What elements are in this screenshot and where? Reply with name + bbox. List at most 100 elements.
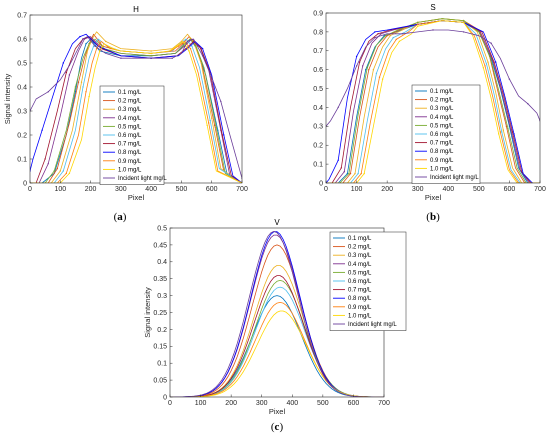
y-axis-label: Signal intensity	[3, 74, 12, 125]
series-point	[374, 36, 376, 39]
x-tick-label: 0	[168, 400, 172, 407]
legend-entry: 0.1 mg/L	[118, 90, 142, 96]
y-tick-label: 0.4	[313, 105, 323, 112]
series-point	[462, 31, 465, 33]
legend-entry: 0.2 mg/L	[348, 245, 372, 251]
x-tick-label: 200	[381, 186, 393, 193]
series-point	[487, 61, 489, 63]
series-point	[508, 78, 511, 80]
series-point	[74, 91, 77, 93]
series-point	[358, 61, 361, 63]
series-point	[462, 19, 465, 22]
series-point	[527, 103, 529, 105]
series-point	[381, 78, 384, 80]
legend-entry: Incident light mg/L	[118, 176, 167, 182]
legend-entry: 0.8 mg/L	[118, 150, 142, 156]
legend-entry: 0.7 mg/L	[430, 141, 454, 147]
legend-entry: 0.3 mg/L	[348, 253, 372, 259]
series-point	[495, 61, 497, 63]
legend-entry: 0.3 mg/L	[118, 107, 142, 113]
x-tick-label: 100	[195, 400, 207, 407]
series-point	[62, 62, 64, 64]
series-point	[62, 170, 64, 172]
series-point	[513, 133, 515, 135]
x-tick-label: 100	[351, 186, 363, 193]
legend-entry: 0.6 mg/L	[348, 279, 372, 285]
series-point	[47, 91, 49, 93]
series-point	[186, 40, 189, 43]
series-line-5	[30, 38, 242, 183]
x-tick-label: 600	[504, 186, 516, 193]
series-point	[355, 65, 358, 67]
y-tick-label: 0	[23, 180, 27, 187]
series-point	[384, 35, 387, 37]
series-point	[65, 71, 68, 74]
series-point	[82, 38, 84, 40]
y-tick-label: 0.7	[313, 48, 323, 55]
series-point	[221, 134, 223, 136]
series-point	[200, 47, 202, 50]
x-axis-label: Pixel	[269, 407, 286, 416]
x-tick-label: 600	[206, 186, 218, 193]
series-point	[68, 74, 71, 76]
series-point	[366, 67, 368, 69]
series-point	[220, 100, 222, 103]
y-tick-label: 0.7	[17, 12, 27, 19]
legend-entry: 0.7 mg/L	[118, 142, 142, 148]
series-point	[482, 67, 485, 69]
y-tick-label: 0.5	[157, 225, 167, 232]
y-tick-label: 0.45	[153, 242, 167, 249]
series-point	[417, 25, 419, 27]
series-line-10	[170, 310, 384, 397]
legend-entry: 0.4 mg/L	[430, 115, 454, 121]
series-point	[177, 45, 180, 47]
y-tick-label: 0.8	[313, 29, 323, 36]
x-tick-label: 700	[236, 186, 248, 193]
legend-entry: 0.2 mg/L	[430, 98, 454, 104]
series-point	[77, 81, 80, 83]
legend-entry: 0.8 mg/L	[348, 296, 372, 302]
series-point	[53, 170, 55, 172]
series-point	[507, 127, 509, 129]
series-point	[68, 172, 71, 175]
y-tick-label: 0.35	[153, 276, 167, 283]
series-point	[150, 52, 152, 55]
series-point	[94, 45, 96, 47]
series-point	[349, 172, 352, 175]
series-line-8	[30, 33, 242, 183]
series-point	[201, 47, 204, 50]
y-tick-label: 0.9	[313, 10, 323, 17]
series-point	[189, 47, 192, 50]
series-point	[185, 47, 187, 50]
series-point	[510, 129, 512, 131]
series-point	[195, 45, 197, 47]
series-point	[395, 38, 397, 41]
legend-entry: 0.1 mg/L	[430, 89, 454, 95]
y-axis-label: Signal intensity	[143, 287, 152, 338]
y-tick-label: 0.2	[313, 143, 323, 150]
series-point	[392, 36, 394, 39]
x-tick-label: 200	[85, 186, 97, 193]
legend-entry: 0.7 mg/L	[348, 288, 372, 294]
y-tick-label: 0.3	[17, 108, 27, 115]
series-point	[180, 40, 183, 43]
series-point	[337, 159, 339, 161]
y-tick-label: 0.05	[153, 378, 167, 385]
series-point	[340, 167, 342, 169]
y-tick-label: 0.25	[153, 310, 167, 317]
x-tick-label: 0	[324, 186, 328, 193]
series-point	[383, 35, 385, 37]
series-point	[109, 47, 112, 50]
y-tick-label: 0.6	[313, 67, 323, 74]
series-point	[188, 50, 190, 52]
x-axis-label: Pixel	[425, 193, 442, 202]
series-point	[182, 45, 184, 47]
series-point	[343, 171, 345, 173]
chart-title: H	[133, 5, 139, 14]
series-point	[88, 43, 90, 45]
y-tick-label: 0.5	[17, 60, 27, 67]
series-point	[337, 106, 339, 109]
series-point	[372, 69, 375, 71]
legend: 0.1 mg/L 0.2 mg/L 0.3 mg/L 0.4 mg/L 0.5 mg/L…	[329, 231, 407, 331]
series-point	[214, 124, 216, 127]
